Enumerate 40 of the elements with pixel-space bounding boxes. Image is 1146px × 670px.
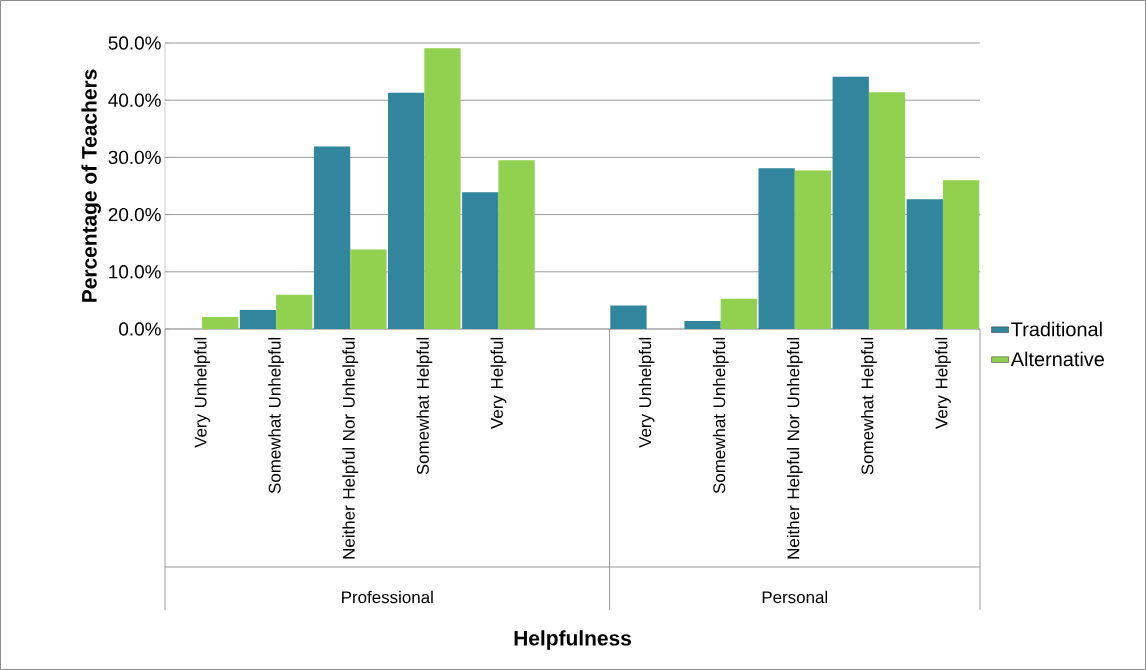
bar [202,316,239,329]
bar [610,305,647,329]
y-tick-label: 30.0% [108,150,161,165]
bar [758,168,795,329]
x-tick-label: Somewhat Unhelpful [712,337,729,494]
bar [942,180,980,329]
legend-label: Traditional [1011,321,1102,337]
x-tick-label: Somewhat Helpful [860,337,877,475]
text: Professional [342,590,433,604]
x-tick-label: Very Unhelpful [194,337,210,448]
x-tick-label: Neither Helpful Nor Unhelpful [342,337,359,559]
y-tick-label: 10.0% [109,265,161,279]
bar [684,320,721,329]
y-axis-title: Percentage of Teachers [81,69,101,302]
bar [388,92,425,329]
bar [906,199,943,329]
x-tick-label: Very Unhelpful [638,337,655,448]
bar [832,76,869,329]
bar [720,298,757,329]
text: Personal [762,590,828,604]
x-tick-label: Neither Helpful Nor Unhelpful [786,337,803,559]
legend-label: Alternative [1010,351,1104,367]
bar [239,310,277,329]
bar [868,92,906,329]
bar [424,48,461,329]
x-tick-label: Very Helpful [935,337,951,429]
y-tick-label: 20.0% [108,207,161,222]
x-axis-title: Helpfulness [514,630,631,650]
x-tick-label: Somewhat Unhelpful [268,337,285,494]
bar [462,192,499,329]
x-tick-label: Somewhat Helpful [416,337,433,475]
bar [350,249,387,329]
y-tick-label: 0.0% [119,322,161,336]
bar [276,294,313,329]
bar [794,170,832,329]
y-tick-label: 50.0% [108,36,161,50]
bar [313,146,351,329]
y-tick-label: 40.0% [108,93,161,107]
x-tick-label: Very Helpful [490,337,507,429]
bar [498,160,535,329]
